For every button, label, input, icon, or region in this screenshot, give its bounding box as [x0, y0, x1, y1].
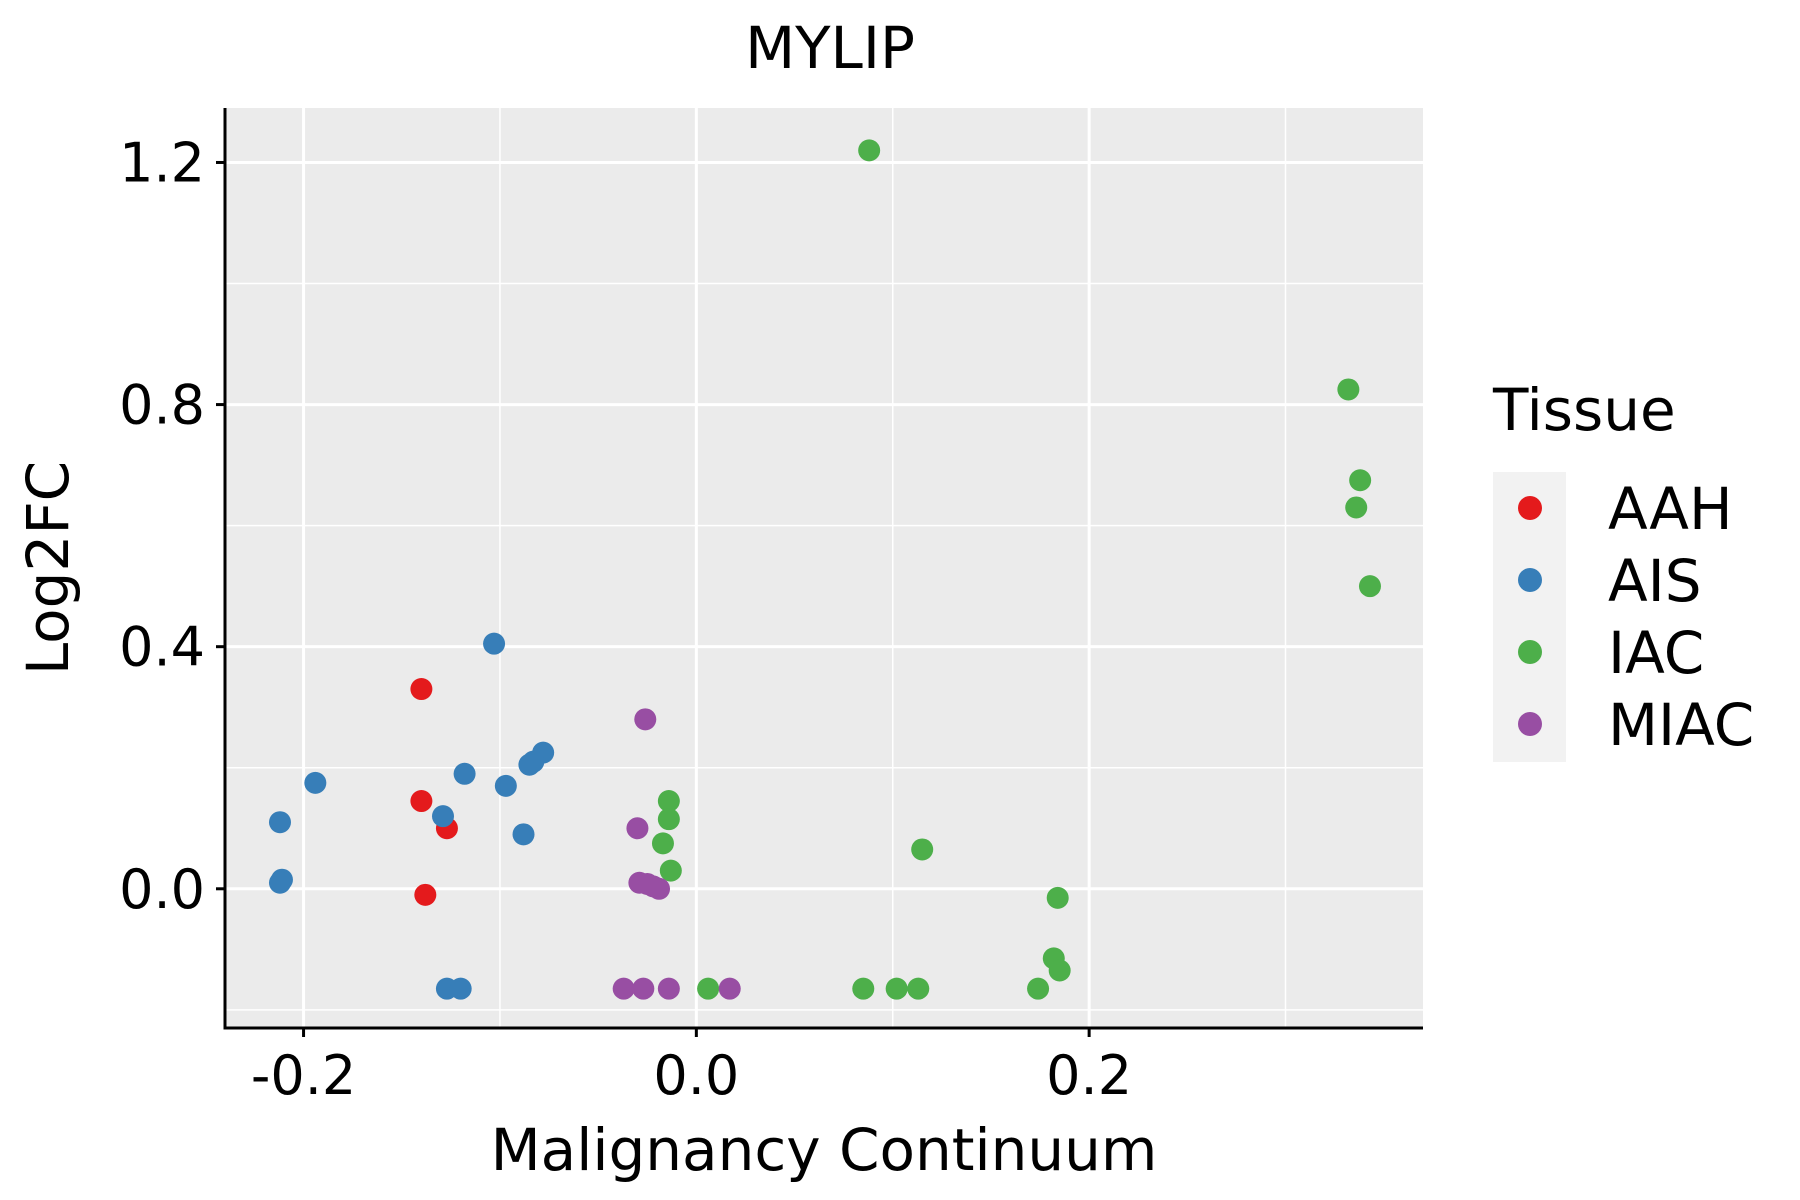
- point-iac: [697, 977, 720, 1000]
- x-axis-ticks: -0.2 0.0 0.2: [251, 1028, 1132, 1107]
- legend-key-miac: [1518, 712, 1542, 736]
- legend-title: Tissue: [1492, 376, 1676, 444]
- point-iac: [852, 977, 875, 1000]
- point-miac: [632, 977, 655, 1000]
- legend-key-iac: [1518, 640, 1542, 664]
- point-iac: [659, 859, 682, 882]
- y-tick-label: 1.2: [119, 131, 205, 194]
- plot-panel: [225, 108, 1423, 1028]
- point-iac: [651, 832, 674, 855]
- point-ais: [431, 805, 454, 828]
- y-axis-title: Log2FC: [14, 461, 82, 675]
- point-ais: [268, 811, 291, 834]
- point-iac: [657, 808, 680, 831]
- data-points: [268, 139, 1381, 1000]
- point-ais: [449, 977, 472, 1000]
- legend-label-iac: IAC: [1608, 619, 1704, 687]
- y-tick-label: 0.4: [119, 616, 205, 679]
- chart-title: MYLIP: [745, 14, 915, 82]
- legend-label-aah: AAH: [1608, 475, 1733, 543]
- point-ais: [494, 774, 517, 797]
- point-iac: [657, 790, 680, 813]
- point-iac: [1027, 977, 1050, 1000]
- point-miac: [648, 877, 671, 900]
- point-iac: [858, 139, 881, 162]
- point-ais: [483, 632, 506, 655]
- legend-label-miac: MIAC: [1608, 691, 1754, 759]
- point-iac: [1358, 575, 1381, 598]
- legend-key-aah: [1518, 496, 1542, 520]
- point-iac: [1349, 469, 1372, 492]
- point-ais: [518, 753, 541, 776]
- point-ais: [453, 762, 476, 785]
- point-miac: [634, 708, 657, 731]
- point-aah: [410, 790, 433, 813]
- point-iac: [1345, 496, 1368, 519]
- point-miac: [657, 977, 680, 1000]
- point-iac: [885, 977, 908, 1000]
- x-axis-title: Malignancy Continuum: [491, 1116, 1158, 1184]
- point-ais: [268, 871, 291, 894]
- point-iac: [1337, 378, 1360, 401]
- point-iac: [911, 838, 934, 861]
- y-tick-label: 0.0: [119, 858, 205, 921]
- point-miac: [612, 977, 635, 1000]
- x-tick-label: 0.0: [653, 1044, 739, 1107]
- x-tick-label: 0.2: [1046, 1044, 1132, 1107]
- point-miac: [718, 977, 741, 1000]
- minor-gridlines: [225, 108, 1423, 1028]
- point-iac: [907, 977, 930, 1000]
- point-aah: [410, 678, 433, 701]
- point-ais: [304, 771, 327, 794]
- point-iac: [1048, 959, 1071, 982]
- y-tick-label: 0.8: [119, 374, 205, 437]
- legend-label-ais: AIS: [1608, 547, 1702, 615]
- legend-key-ais: [1518, 568, 1542, 592]
- point-aah: [414, 883, 437, 906]
- x-tick-label: -0.2: [251, 1044, 356, 1107]
- point-miac: [626, 817, 649, 840]
- point-iac: [1046, 886, 1069, 909]
- point-ais: [512, 823, 535, 846]
- y-axis-ticks: 0.0 0.4 0.8 1.2: [119, 131, 225, 921]
